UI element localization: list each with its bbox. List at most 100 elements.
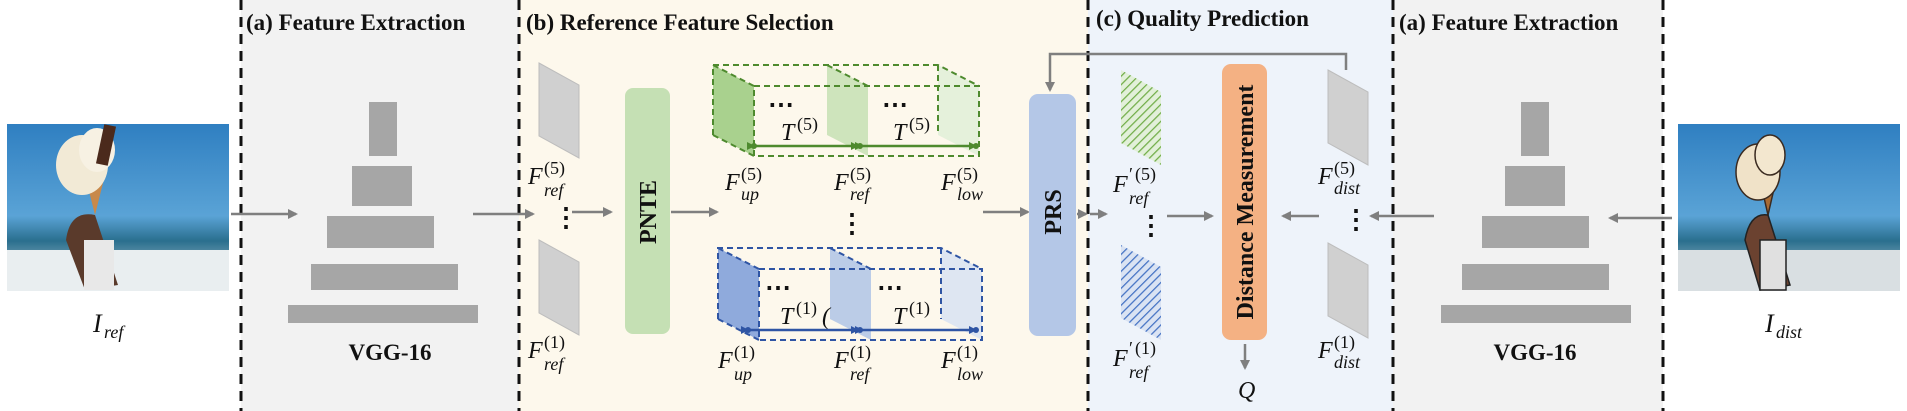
svg-text:(1): (1)	[850, 342, 871, 363]
svg-text:F: F	[1317, 338, 1333, 364]
svg-text:′: ′	[1129, 164, 1133, 184]
svg-text:T: T	[781, 120, 796, 146]
svg-text:ref: ref	[544, 354, 566, 374]
dist-feature-maps	[1327, 69, 1369, 339]
feedback-arrow	[1045, 52, 1348, 92]
label-F-low-5: F (5) low	[940, 164, 983, 204]
vgg16-left-pyramid	[288, 102, 478, 323]
svg-text:F: F	[940, 348, 956, 374]
svg-text:ref: ref	[850, 364, 872, 384]
vgg16-left-label: VGG-16	[348, 340, 431, 365]
label-T-1-b: T (1)	[893, 298, 930, 330]
title-reference-feature-selection: (b) Reference Feature Selection	[526, 10, 834, 35]
label-T-1-a: T (1) (	[780, 298, 832, 330]
svg-text:ref: ref	[1129, 362, 1151, 382]
svg-text:F: F	[1112, 346, 1128, 372]
horizontal-ellipsis-blue-1: ⋯	[765, 273, 791, 302]
label-F-ref-prime-5: F ′ (5) ref	[1112, 164, 1156, 208]
prs-label: PRS	[1041, 189, 1067, 234]
label-F-up-5: F (5) up	[724, 164, 762, 204]
svg-text:(5): (5)	[741, 164, 762, 185]
svg-text:I: I	[92, 309, 103, 338]
vertical-ellipsis-mid: ⋮	[839, 209, 865, 238]
svg-text:ref: ref	[544, 180, 566, 200]
flow-arrows	[231, 207, 1672, 370]
svg-text:(1): (1)	[796, 298, 817, 319]
svg-text:ref: ref	[850, 184, 872, 204]
vgg16-right-label: VGG-16	[1493, 340, 1576, 365]
vertical-ellipsis-dist: ⋮	[1343, 205, 1369, 234]
label-F-ref-1: F (1) ref	[527, 332, 566, 374]
horizontal-ellipsis-blue-2: ⋯	[877, 273, 903, 302]
svg-text:low: low	[957, 364, 983, 384]
svg-text:(1): (1)	[1334, 332, 1355, 353]
title-feature-extraction-left: (a) Feature Extraction	[246, 10, 465, 35]
svg-text:T: T	[893, 304, 908, 330]
vertical-ellipsis-selected: ⋮	[1138, 211, 1164, 240]
panel-separators	[239, 0, 1665, 411]
svg-text:(1): (1)	[957, 342, 978, 363]
horizontal-ellipsis-green-2: ⋯	[882, 90, 908, 119]
green-feature-volume	[712, 64, 980, 157]
distance-measurement-block	[1222, 64, 1267, 340]
distorted-image-label: I dist	[1764, 309, 1803, 342]
selected-feature-1	[1121, 245, 1161, 340]
svg-text:up: up	[741, 184, 759, 204]
svg-text:ref: ref	[1129, 188, 1151, 208]
svg-text:dist: dist	[1334, 352, 1361, 372]
label-F-dist-1: F (1) dist	[1317, 332, 1361, 372]
pnte-label: PNTE	[636, 180, 662, 244]
blue-feature-volume	[717, 247, 983, 341]
svg-text:F: F	[833, 170, 849, 196]
panel-reference-feature-selection	[519, 0, 1088, 411]
svg-text:(5): (5)	[797, 114, 818, 135]
svg-text:F: F	[527, 164, 543, 190]
svg-text:′: ′	[1129, 338, 1133, 358]
horizontal-ellipsis-green-1: ⋯	[768, 90, 794, 119]
label-T-5-a: T (5)	[781, 114, 818, 146]
svg-text:T: T	[893, 120, 908, 146]
label-F-ref-5-mid: F (5) ref	[833, 164, 872, 204]
reference-image	[7, 124, 229, 291]
svg-text:up: up	[734, 364, 752, 384]
label-F-ref-1-mid: F (1) ref	[833, 342, 872, 384]
title-quality-prediction: (c) Quality Prediction	[1096, 6, 1309, 31]
svg-text:dist: dist	[1334, 178, 1361, 198]
svg-text:F: F	[1317, 164, 1333, 190]
svg-text:F: F	[724, 170, 740, 196]
output-q-label: Q	[1238, 378, 1255, 404]
selected-feature-5	[1121, 70, 1161, 165]
reference-image-label: I ref	[92, 309, 126, 342]
vertical-ellipsis-ref: ⋮	[553, 203, 579, 232]
label-F-ref-5: F (5) ref	[527, 158, 566, 200]
svg-text:F: F	[1112, 172, 1128, 198]
label-F-up-1: F (1) up	[717, 342, 755, 384]
svg-text:(: (	[822, 304, 832, 330]
distance-measurement-label: Distance Measurement	[1233, 85, 1259, 320]
svg-text:(5): (5)	[1334, 158, 1355, 179]
svg-text:(5): (5)	[957, 164, 978, 185]
svg-text:F: F	[940, 170, 956, 196]
svg-text:(5): (5)	[544, 158, 565, 179]
svg-text:(5): (5)	[850, 164, 871, 185]
svg-text:dist: dist	[1776, 322, 1803, 342]
prs-block	[1029, 94, 1076, 336]
label-F-ref-prime-1: F ′ (1) ref	[1112, 338, 1156, 382]
pnte-block	[625, 88, 670, 334]
title-feature-extraction-right: (a) Feature Extraction	[1399, 10, 1618, 35]
svg-text:F: F	[833, 348, 849, 374]
svg-text:I: I	[1764, 309, 1775, 338]
label-F-low-1: F (1) low	[940, 342, 983, 384]
label-F-dist-5: F (5) dist	[1317, 158, 1361, 198]
svg-text:(1): (1)	[909, 298, 930, 319]
svg-text:(5): (5)	[909, 114, 930, 135]
svg-text:F: F	[717, 348, 733, 374]
label-T-5-b: T (5)	[893, 114, 930, 146]
svg-text:F: F	[527, 338, 543, 364]
vgg16-right-pyramid	[1441, 102, 1631, 323]
svg-text:(1): (1)	[734, 342, 755, 363]
svg-text:low: low	[957, 184, 983, 204]
distorted-image	[1678, 124, 1900, 291]
